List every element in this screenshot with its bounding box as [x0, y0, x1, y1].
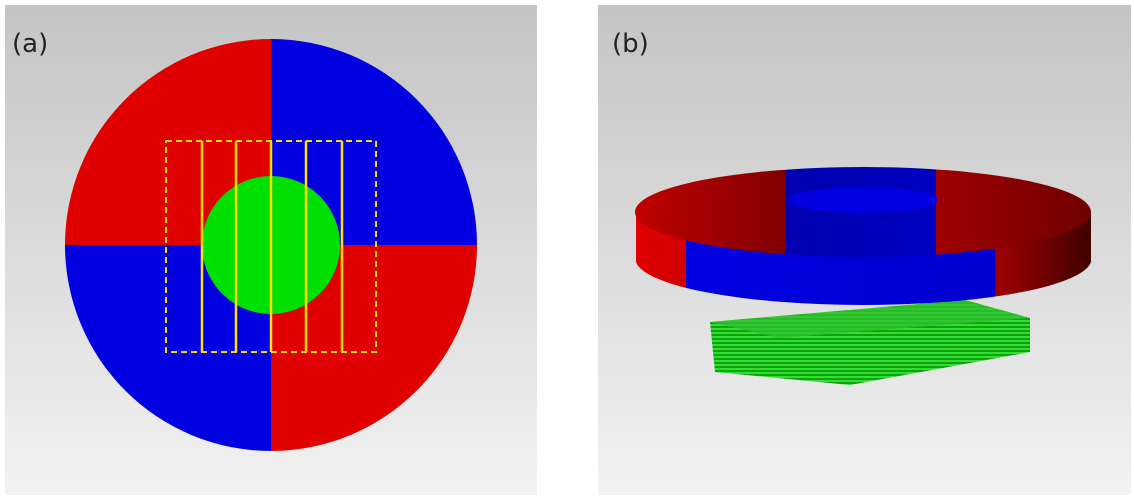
block-top — [710, 300, 1030, 338]
ring-side — [636, 212, 1091, 305]
lines — [200, 141, 344, 352]
quadrant — [271, 245, 477, 451]
panel-a: (a) — [5, 5, 537, 495]
quadrant — [271, 39, 477, 245]
panel-b: (b) — [598, 5, 1131, 495]
quadrant — [65, 245, 271, 451]
ring-hole — [788, 187, 938, 213]
panel-label: (b) — [612, 29, 649, 59]
panel-label: (a) — [12, 29, 48, 59]
